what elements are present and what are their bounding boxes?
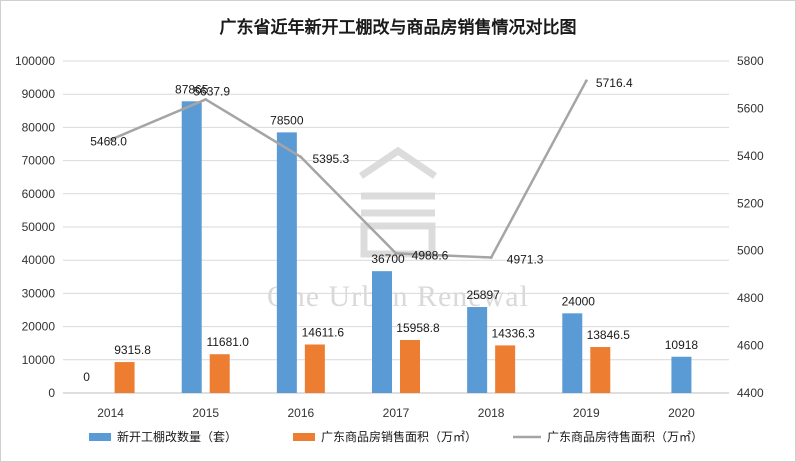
x-axis: 2014 2015 2016 2017 2018 2019 2020 — [97, 406, 695, 420]
bar-value-label: 15958.8 — [396, 321, 440, 335]
line-point — [299, 155, 303, 159]
bar-value-label: 13846.5 — [587, 328, 631, 342]
house-logo-icon — [359, 146, 437, 258]
bar-value-label: 36700 — [371, 252, 405, 266]
x-tick-label: 2020 — [668, 406, 695, 420]
bar-renovation — [671, 356, 692, 393]
right-tick-label: 5200 — [737, 196, 764, 210]
line-value-label: 4971.3 — [507, 253, 544, 267]
bar-value-label: 14611.6 — [302, 325, 345, 339]
left-tick-label: 10000 — [22, 353, 56, 367]
line-value-label: 4988.6 — [412, 248, 449, 262]
left-tick-label: 20000 — [22, 320, 56, 334]
line-value-label: 5637.9 — [193, 84, 230, 98]
bar-renovation — [372, 271, 392, 393]
right-tick-label: 5000 — [737, 244, 764, 258]
left-tick-label: 90000 — [22, 87, 56, 101]
right-tick-label: 4800 — [737, 291, 764, 305]
right-tick-label: 5600 — [737, 101, 764, 115]
line-point — [109, 138, 113, 142]
gridlines — [63, 60, 729, 394]
bar-renovation — [562, 313, 583, 393]
bar-sales-area — [209, 354, 230, 393]
legend-swatch — [89, 433, 111, 441]
x-tick-label: 2015 — [192, 406, 219, 420]
bar-value-label: 87865 — [175, 82, 209, 96]
line-value-label: 5395.3 — [313, 152, 350, 166]
legend: 新开工棚改数量（套） 广东商品房销售面积（万㎡） 广东商品房待售面积（万㎡） — [89, 429, 703, 444]
left-tick-label: 40000 — [22, 253, 56, 267]
left-tick-label: 100000 — [15, 54, 55, 68]
left-tick-label: 60000 — [22, 187, 56, 201]
line-value-label: 5716.4 — [596, 76, 633, 90]
left-tick-label: 80000 — [22, 120, 56, 134]
legend-label: 广东商品房销售面积（万㎡） — [321, 429, 477, 444]
bar-sales-area — [495, 345, 516, 393]
bar-value-label: 78500 — [270, 113, 304, 127]
legend-label: 广东商品房待售面积（万㎡） — [547, 429, 703, 444]
chart-title: 广东省近年新开工棚改与商品房销售情况对比图 — [220, 17, 577, 37]
bar-value-label: 0 — [83, 370, 90, 384]
left-y-axis: 0 10000 20000 30000 40000 50000 60000 70000 8000… — [15, 54, 55, 400]
bar-renovation — [276, 132, 297, 393]
bar-renovation — [467, 307, 488, 393]
left-tick-label: 30000 — [22, 286, 56, 300]
data-labels: 0 87865 78500 36700 25897 24000 10918 9315.8 116… — [83, 76, 698, 384]
right-y-axis: 4400 4600 4800 5000 5200 5400 5600 5800 — [737, 54, 764, 400]
left-tick-label: 50000 — [22, 220, 56, 234]
x-tick-label: 2018 — [478, 406, 505, 420]
bar-value-label: 25897 — [466, 288, 500, 302]
x-tick-label: 2014 — [97, 406, 124, 420]
watermark: One Urban Renewal — [267, 146, 528, 313]
bars — [114, 101, 692, 393]
line-series — [109, 79, 588, 260]
bar-sales-area — [400, 340, 420, 393]
right-tick-label: 4600 — [737, 339, 764, 353]
bar-sales-area — [590, 347, 611, 393]
bar-sales-area — [114, 362, 135, 393]
right-tick-label: 4400 — [737, 386, 764, 400]
line-point — [584, 79, 588, 83]
bar-value-label: 24000 — [562, 294, 596, 308]
line-value-label: 5468.0 — [90, 135, 127, 149]
x-tick-label: 2019 — [573, 406, 600, 420]
legend-swatch — [293, 433, 315, 441]
bar-sales-area — [304, 344, 325, 393]
bar-value-label: 10918 — [665, 338, 699, 352]
bar-value-label: 9315.8 — [114, 343, 151, 357]
bar-value-label: 14336.3 — [491, 326, 535, 340]
left-tick-label: 70000 — [22, 154, 56, 168]
left-tick-label: 0 — [48, 386, 55, 400]
bar-renovation — [181, 101, 202, 393]
line-point — [489, 256, 493, 260]
line-point — [394, 251, 398, 255]
line-point — [204, 97, 208, 101]
x-tick-label: 2016 — [288, 406, 315, 420]
right-tick-label: 5800 — [737, 54, 764, 68]
x-tick-label: 2017 — [383, 406, 410, 420]
bar-value-label: 11681.0 — [206, 335, 249, 349]
right-tick-label: 5400 — [737, 149, 764, 163]
legend-label: 新开工棚改数量（套） — [117, 429, 237, 444]
line-inventory-area — [110, 80, 588, 259]
